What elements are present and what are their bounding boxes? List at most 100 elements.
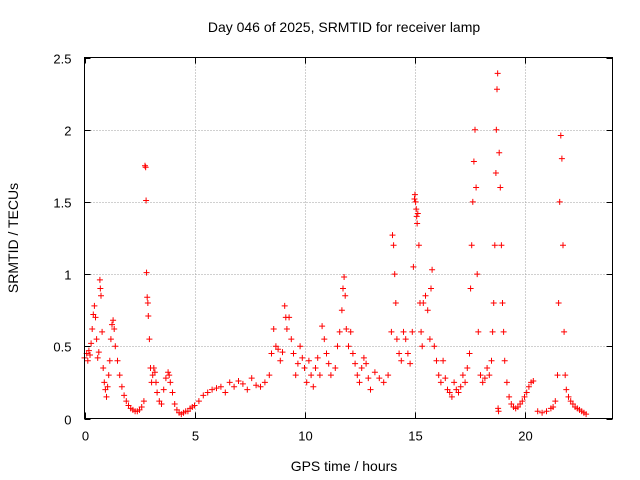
data-point: [143, 269, 150, 276]
data-point: [118, 383, 125, 390]
data-point: [363, 360, 370, 367]
data-point: [142, 162, 148, 169]
data-point: [503, 379, 510, 386]
data-point: [93, 336, 100, 343]
data-point: [145, 312, 152, 319]
data-point: [474, 271, 481, 278]
data-point: [380, 379, 387, 386]
data-point: [563, 386, 570, 393]
data-point: [340, 285, 346, 292]
data-point: [499, 299, 506, 306]
data-point: [426, 336, 433, 343]
data-point: [550, 403, 557, 410]
data-point: [316, 372, 323, 379]
data-point: [248, 375, 255, 382]
data-point: [455, 389, 462, 396]
data-point: [560, 242, 566, 249]
data-point: [312, 364, 319, 371]
data-point: [414, 220, 421, 227]
data-point: [435, 372, 442, 379]
y-tick-label: 1: [64, 268, 71, 283]
data-point: [95, 349, 102, 356]
data-point: [217, 383, 224, 390]
data-point: [554, 372, 561, 379]
data-point: [558, 155, 565, 162]
data-point: [101, 379, 108, 386]
x-tick-label: 15: [408, 429, 422, 444]
data-point: [160, 386, 167, 393]
data-point: [100, 364, 107, 371]
y-axis-title: SRMTID / TECUs: [5, 183, 21, 293]
data-point: [462, 379, 469, 386]
data-point: [107, 336, 114, 343]
data-point: [556, 198, 563, 205]
data-point: [319, 323, 326, 330]
x-tick-label: 0: [82, 429, 89, 444]
data-point: [437, 379, 444, 386]
data-point: [91, 302, 98, 309]
data-point: [121, 392, 128, 399]
data-point: [165, 369, 172, 376]
data-point: [166, 372, 173, 379]
data-point: [420, 299, 427, 306]
data-point: [97, 285, 104, 292]
data-point: [253, 382, 260, 389]
data-point: [151, 369, 158, 376]
x-axis-title: GPS time / hours: [291, 458, 398, 474]
data-point: [552, 398, 559, 405]
data-point: [281, 302, 288, 309]
data-point: [209, 386, 216, 393]
data-point: [352, 360, 359, 367]
y-tick-label: 1.5: [53, 196, 71, 211]
axis-ticks: [84, 57, 613, 420]
data-point: [105, 372, 112, 379]
x-tick-label: 5: [192, 429, 199, 444]
data-point: [523, 389, 530, 396]
data-point: [467, 285, 474, 292]
data-point: [407, 360, 414, 367]
data-point: [342, 292, 349, 299]
plot-frame: [84, 57, 613, 419]
data-point: [410, 263, 417, 270]
data-point: [466, 350, 473, 357]
data-point: [473, 184, 480, 191]
data-point: [565, 393, 572, 400]
data-point: [231, 383, 238, 390]
data-point: [279, 349, 286, 356]
data-point: [354, 372, 361, 379]
data-point: [294, 360, 301, 367]
data-point: [414, 210, 421, 217]
data-point: [336, 328, 343, 335]
data-point: [146, 336, 153, 343]
data-point: [338, 307, 345, 314]
data-point: [534, 408, 541, 415]
data-point: [519, 398, 526, 405]
data-point: [376, 375, 383, 382]
data-point: [106, 357, 113, 364]
data-point: [389, 232, 396, 239]
data-point: [154, 389, 161, 396]
data-point: [409, 328, 416, 335]
data-point: [104, 383, 111, 390]
data-point: [490, 299, 497, 306]
data-point: [138, 403, 145, 410]
data-point: [303, 379, 310, 386]
chart-title: Day 046 of 2025, SRMTID for receiver lam…: [208, 19, 481, 35]
x-tick-label: 10: [298, 429, 312, 444]
data-point: [200, 392, 207, 399]
data-point: [345, 343, 352, 350]
data-point: [424, 307, 431, 314]
data-point: [495, 408, 502, 415]
data-point: [153, 379, 159, 386]
data-point: [323, 350, 330, 357]
data-point: [150, 364, 157, 371]
data-point: [191, 402, 198, 409]
y-tick-label: 0: [64, 413, 71, 428]
data-point: [116, 372, 123, 379]
data-point: [297, 343, 304, 350]
data-point: [268, 350, 275, 357]
data-point: [114, 357, 121, 364]
data-point: [543, 408, 550, 415]
data-point: [325, 360, 332, 367]
data-point: [213, 385, 220, 392]
